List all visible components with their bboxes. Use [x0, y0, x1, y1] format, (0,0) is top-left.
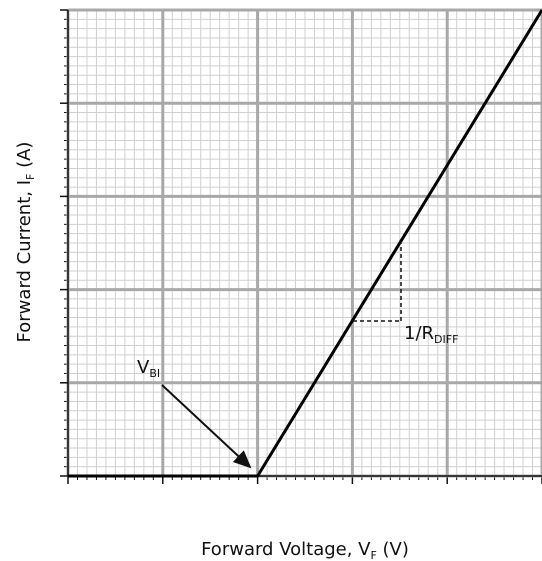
y-axis-label: Forward Current, IF (A): [14, 142, 37, 343]
x-axis-label: Forward Voltage, VF (V): [201, 539, 409, 561]
rdiff-label: 1/RDIFF: [404, 323, 458, 346]
arrow: [161, 384, 252, 469]
vbi-label: VBI: [137, 357, 160, 380]
line-series: [68, 9, 542, 478]
